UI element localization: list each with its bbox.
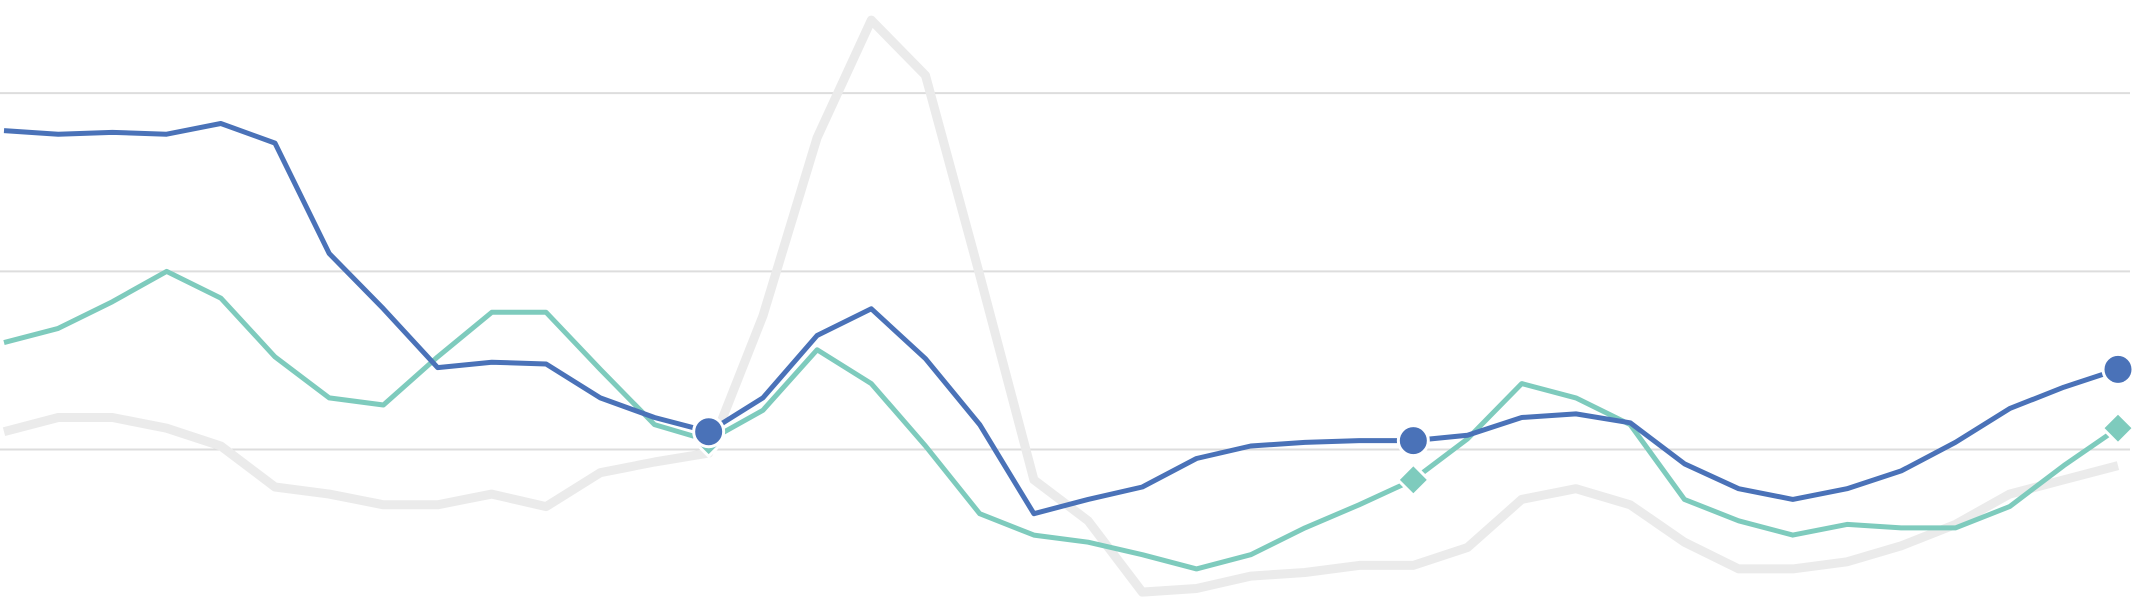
point-marker bbox=[2100, 410, 2136, 446]
point-marker bbox=[692, 415, 726, 449]
point-marker bbox=[1395, 462, 1432, 498]
point-marker bbox=[1396, 424, 1430, 458]
line-series bbox=[3, 268, 2120, 572]
point-marker bbox=[2101, 352, 2135, 386]
line-series bbox=[3, 121, 2119, 517]
line-series bbox=[2, 15, 2120, 597]
